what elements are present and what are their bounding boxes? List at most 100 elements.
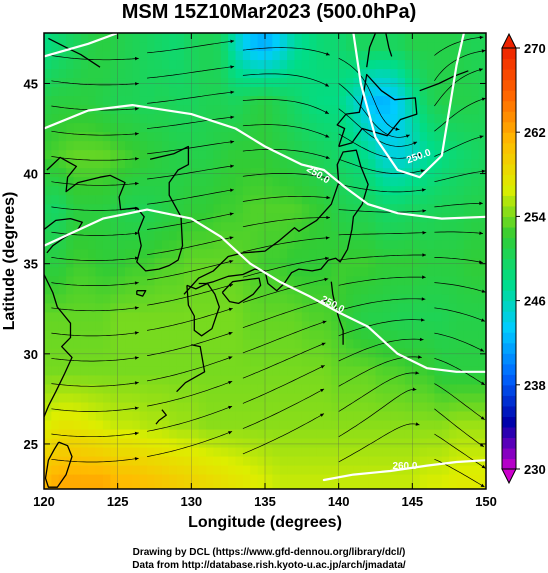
temperature-cell (66, 141, 75, 151)
temperature-cell (309, 321, 318, 331)
temperature-cell (412, 132, 421, 142)
temperature-cell (206, 231, 215, 241)
temperature-cell (154, 474, 163, 485)
temperature-cell (265, 474, 273, 485)
temperature-cell (404, 483, 413, 489)
temperature-cell (44, 132, 52, 142)
temperature-cell (44, 321, 52, 331)
temperature-cell (390, 69, 399, 79)
temperature-cell (390, 186, 399, 196)
temperature-cell (250, 204, 259, 214)
temperature-cell (257, 384, 266, 395)
temperature-cell (213, 213, 222, 223)
temperature-cell (360, 51, 369, 61)
temperature-cell (220, 132, 229, 142)
temperature-cell (331, 348, 340, 359)
temperature-cell (323, 222, 332, 232)
temperature-cell (331, 123, 340, 133)
temperature-cell (73, 168, 82, 178)
temperature-cell (213, 150, 222, 160)
temperature-cell (161, 276, 170, 286)
temperature-cell (102, 249, 111, 259)
temperature-cell (257, 42, 266, 52)
temperature-cell (294, 357, 303, 368)
temperature-cell (419, 159, 428, 169)
temperature-cell (95, 114, 104, 124)
colorbar-tick-label: 270 (524, 41, 546, 56)
temperature-cell (419, 150, 428, 160)
temperature-cell (125, 330, 133, 340)
temperature-cell (206, 285, 215, 295)
colorbar-segment (502, 226, 516, 239)
temperature-cell (183, 60, 192, 70)
temperature-cell (80, 150, 89, 160)
temperature-cell (154, 465, 163, 476)
temperature-cell (206, 240, 215, 250)
temperature-cell (161, 330, 170, 340)
temperature-cell (257, 420, 266, 431)
temperature-cell (147, 312, 156, 322)
temperature-cell (257, 438, 266, 449)
temperature-cell (257, 195, 266, 205)
temperature-cell (206, 150, 215, 160)
temperature-cell (404, 420, 413, 431)
temperature-cell (441, 321, 450, 331)
temperature-cell (139, 60, 148, 70)
temperature-cell (132, 357, 141, 368)
streamline-arrow (134, 331, 139, 335)
temperature-cell (449, 177, 458, 187)
temperature-cell (88, 60, 97, 70)
temperature-cell (117, 429, 126, 440)
temperature-cell (360, 339, 369, 350)
temperature-cell (147, 267, 156, 277)
coastline (366, 33, 377, 68)
temperature-cell (368, 357, 377, 368)
temperature-cell (102, 402, 111, 413)
temperature-cell (88, 375, 97, 386)
temperature-cell (66, 249, 75, 259)
streamline-arrow (135, 56, 139, 61)
temperature-cell (419, 285, 428, 295)
temperature-cell (220, 240, 229, 250)
temperature-cell (102, 222, 111, 232)
temperature-cell (265, 357, 273, 368)
temperature-cell (88, 411, 97, 422)
temperature-cell (139, 177, 148, 187)
temperature-cell (102, 375, 111, 386)
streamline (242, 320, 327, 354)
temperature-cell (183, 132, 192, 142)
temperature-cell (220, 438, 229, 449)
temperature-cell (287, 231, 296, 241)
temperature-cell (301, 429, 310, 440)
colorbar-under-triangle (501, 468, 517, 485)
temperature-cell (58, 132, 67, 142)
temperature-cell (368, 339, 377, 350)
temperature-cell (404, 465, 413, 476)
temperature-cell (382, 123, 391, 133)
temperature-cell (471, 123, 480, 133)
temperature-cell (390, 474, 399, 485)
temperature-cell (183, 114, 192, 124)
temperature-cell (235, 213, 244, 223)
temperature-cell (390, 420, 399, 431)
temperature-cell (368, 348, 377, 359)
temperature-cell (346, 339, 354, 350)
temperature-cell (419, 483, 428, 489)
temperature-cell (390, 384, 399, 395)
temperature-cell (176, 375, 185, 386)
temperature-cell (323, 231, 332, 241)
streamline-arrow (135, 206, 139, 211)
temperature-cell (169, 141, 178, 151)
temperature-cell (44, 474, 52, 485)
temperature-cell (198, 258, 207, 268)
streamline (51, 307, 139, 312)
temperature-cell (132, 465, 141, 476)
temperature-cell (58, 213, 67, 223)
temperature-cell (198, 366, 207, 377)
temperature-cell (368, 474, 377, 485)
temperature-cell (272, 177, 281, 187)
temperature-cell (301, 123, 310, 133)
temperature-cell (147, 276, 156, 286)
temperature-cell (51, 249, 60, 259)
